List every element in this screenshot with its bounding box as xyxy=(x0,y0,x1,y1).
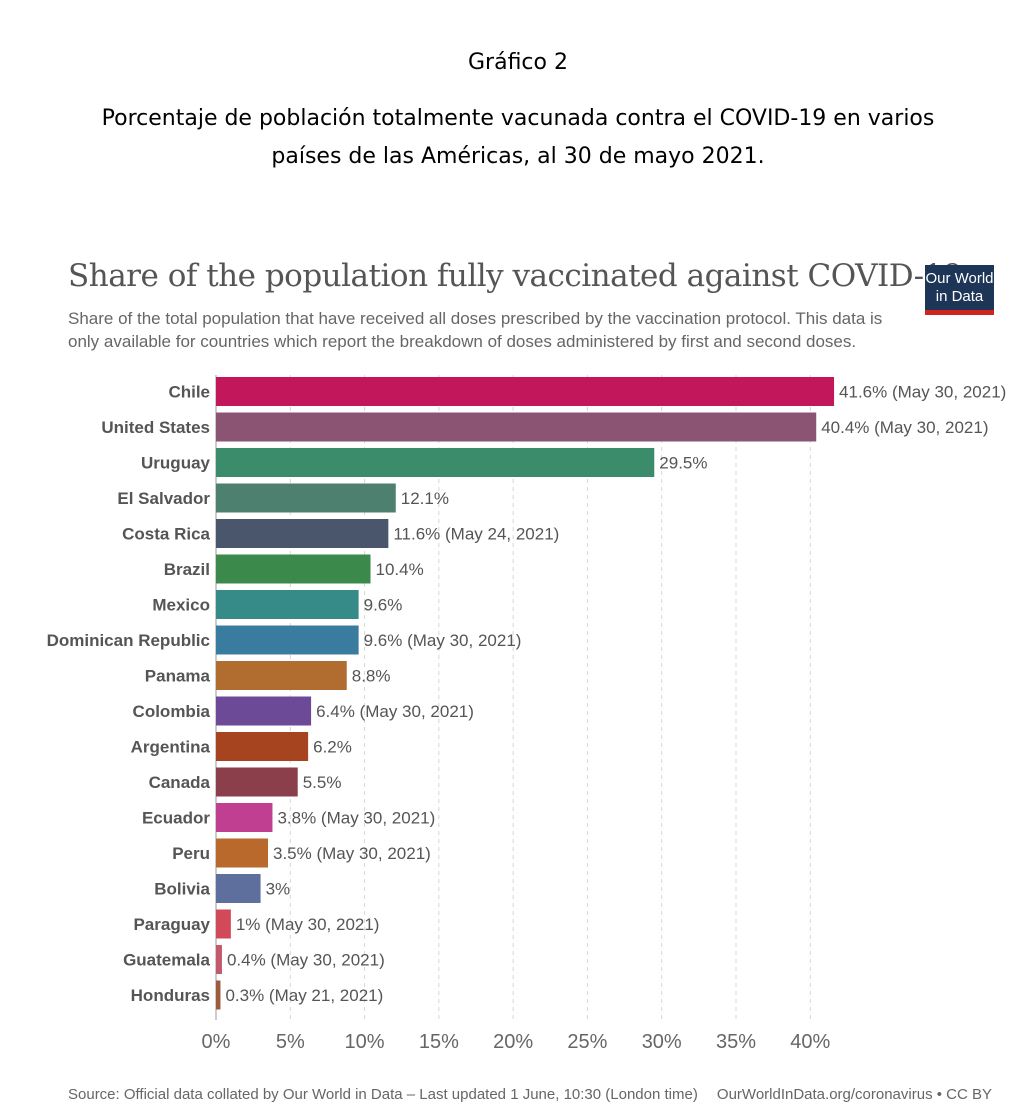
x-tick-label: 10% xyxy=(345,1031,385,1053)
category-label: Colombia xyxy=(133,702,211,721)
owid-logo[interactable]: Our World in Data xyxy=(925,265,994,315)
source-note: Source: Official data collated by Our Wo… xyxy=(68,1086,698,1103)
value-label: 40.4% (May 30, 2021) xyxy=(821,418,988,437)
value-label: 11.6% (May 24, 2021) xyxy=(393,525,559,544)
value-label: 3% xyxy=(266,880,291,899)
category-label: Chile xyxy=(168,383,210,402)
x-tick-label: 25% xyxy=(567,1031,607,1053)
labels: Chile 41.6% (May 30, 2021) United States 40… xyxy=(47,383,1007,1006)
bar[interactable] xyxy=(216,732,309,761)
bar[interactable] xyxy=(216,483,396,513)
value-label: 12.1% xyxy=(401,489,449,508)
bar[interactable] xyxy=(216,554,371,584)
bar[interactable] xyxy=(216,412,817,442)
bar[interactable] xyxy=(216,909,231,939)
license-link[interactable]: OurWorldInData.org/coronavirus • CC BY xyxy=(716,1086,992,1103)
value-label: 0.3% (May 21, 2021) xyxy=(225,986,383,1005)
category-label: Ecuador xyxy=(142,809,210,828)
bar[interactable] xyxy=(216,803,273,832)
category-label: Panama xyxy=(145,667,211,686)
value-label: 6.4% (May 30, 2021) xyxy=(316,702,474,721)
value-label: 41.6% (May 30, 2021) xyxy=(839,383,1006,402)
value-label: 9.6% (May 30, 2021) xyxy=(364,631,522,650)
figure-number: Gráfico 2 xyxy=(468,50,568,75)
value-label: 9.6% xyxy=(364,596,403,615)
bar[interactable] xyxy=(216,519,389,548)
x-tick-label: 40% xyxy=(790,1031,830,1053)
bar[interactable] xyxy=(216,590,359,619)
x-tick-label: 15% xyxy=(419,1031,459,1053)
bar[interactable] xyxy=(216,661,347,690)
bar[interactable] xyxy=(216,767,298,797)
chart-title: Share of the population fully vaccinated… xyxy=(68,258,963,294)
bar[interactable] xyxy=(216,980,221,1010)
chart-subtitle: Share of the total population that have … xyxy=(68,309,883,351)
x-tick-label: 0% xyxy=(202,1031,231,1053)
category-label: Uruguay xyxy=(141,454,211,473)
value-label: 3.8% (May 30, 2021) xyxy=(277,809,435,828)
category-label: Mexico xyxy=(152,596,210,615)
document-title-line2: países de las Américas, al 30 de mayo 20… xyxy=(271,144,765,169)
value-label: 6.2% xyxy=(313,738,352,757)
x-tick-label: 5% xyxy=(276,1031,305,1053)
bar[interactable] xyxy=(216,625,359,655)
bars xyxy=(216,377,835,1010)
value-label: 5.5% xyxy=(303,773,342,792)
x-tick-label: 35% xyxy=(716,1031,756,1053)
bar[interactable] xyxy=(216,838,268,868)
value-label: 3.5% (May 30, 2021) xyxy=(273,844,431,863)
bar[interactable] xyxy=(216,377,835,406)
category-label: Canada xyxy=(149,773,211,792)
owid-logo-line1: Our World xyxy=(925,270,994,287)
category-label: Guatemala xyxy=(123,951,210,970)
bar[interactable] xyxy=(216,696,312,726)
category-label: Bolivia xyxy=(154,880,210,899)
category-label: Peru xyxy=(172,844,210,863)
bar[interactable] xyxy=(216,448,655,477)
document-title: Porcentaje de población totalmente vacun… xyxy=(0,100,1036,176)
value-label: 29.5% xyxy=(659,454,707,473)
category-label: El Salvador xyxy=(117,489,210,508)
category-label: Argentina xyxy=(131,738,211,757)
x-axis-ticks: 0% 5% 10% 15% 20% 25% 30% 35% 40% xyxy=(202,1031,831,1053)
x-tick-label: 20% xyxy=(493,1031,533,1053)
bar[interactable] xyxy=(216,874,261,903)
document-title-line1: Porcentaje de población totalmente vacun… xyxy=(101,106,935,131)
category-label: Brazil xyxy=(164,560,210,579)
category-label: Dominican Republic xyxy=(47,631,210,650)
x-tick-label: 30% xyxy=(642,1031,682,1053)
value-label: 10.4% xyxy=(376,560,424,579)
bar[interactable] xyxy=(216,945,222,974)
category-label: Honduras xyxy=(131,986,210,1005)
category-label: United States xyxy=(101,418,210,437)
category-label: Costa Rica xyxy=(122,525,210,544)
category-label: Paraguay xyxy=(133,915,210,934)
value-label: 0.4% (May 30, 2021) xyxy=(227,951,385,970)
value-label: 1% (May 30, 2021) xyxy=(236,915,380,934)
owid-logo-line2: in Data xyxy=(935,288,984,305)
value-label: 8.8% xyxy=(352,667,391,686)
